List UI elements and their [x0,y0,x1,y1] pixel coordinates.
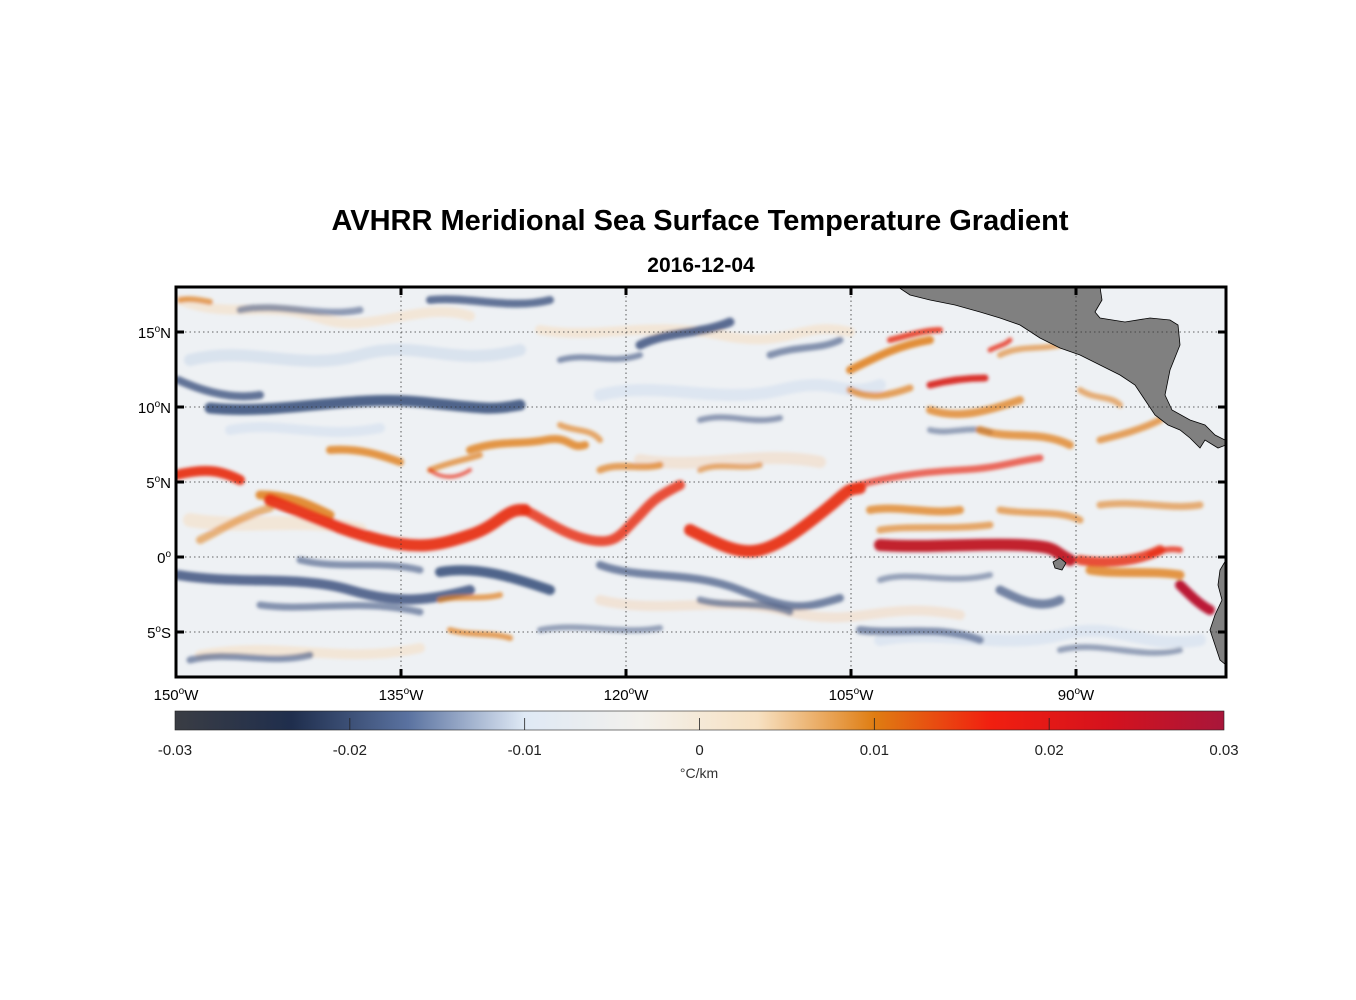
lon-tick-label: 90oW [1058,686,1095,704]
lat-tick-label: 10oN [138,399,171,417]
negative-gradient-bands [176,295,1183,664]
galapagos-land [1052,557,1067,571]
colorbar-ticks: -0.03 -0.02 -0.01 0 0.01 0.02 0.03 [158,718,1239,759]
lat-tick-label: 15oN [138,324,171,342]
chart-subtitle: 2016-12-04 [647,254,755,277]
south-america-land [1209,559,1226,666]
sst-gradient-field [176,287,1226,666]
lat-tick-label: 0o [157,549,171,567]
lat-tick-label: 5oN [146,474,171,492]
colorbar-tick-label: -0.02 [333,742,367,759]
land [897,287,1226,666]
colorbar-tick-label: 0.02 [1035,742,1064,759]
lon-tick-label: 105oW [829,686,875,704]
lon-tick-label: 150oW [154,686,200,704]
central-america-land [897,287,1226,449]
colorbar-tick-label: -0.03 [158,742,192,759]
lon-tick-label: 120oW [604,686,650,704]
map-frame [174,285,1228,679]
colorbar-tick-label: 0.01 [860,742,889,759]
lat-tick-label: 5oS [147,624,171,642]
chart-title: AVHRR Meridional Sea Surface Temperature… [331,205,1069,237]
positive-gradient-bands [177,296,1204,641]
equatorial-front [176,327,1215,615]
lon-tick-label: 135oW [379,686,425,704]
colorbar-tick-label: 0.03 [1209,742,1238,759]
colorbar-tick-label: -0.01 [508,742,542,759]
colorbar-units: °C/km [680,765,718,781]
colorbar-tick-label: 0 [695,742,703,759]
